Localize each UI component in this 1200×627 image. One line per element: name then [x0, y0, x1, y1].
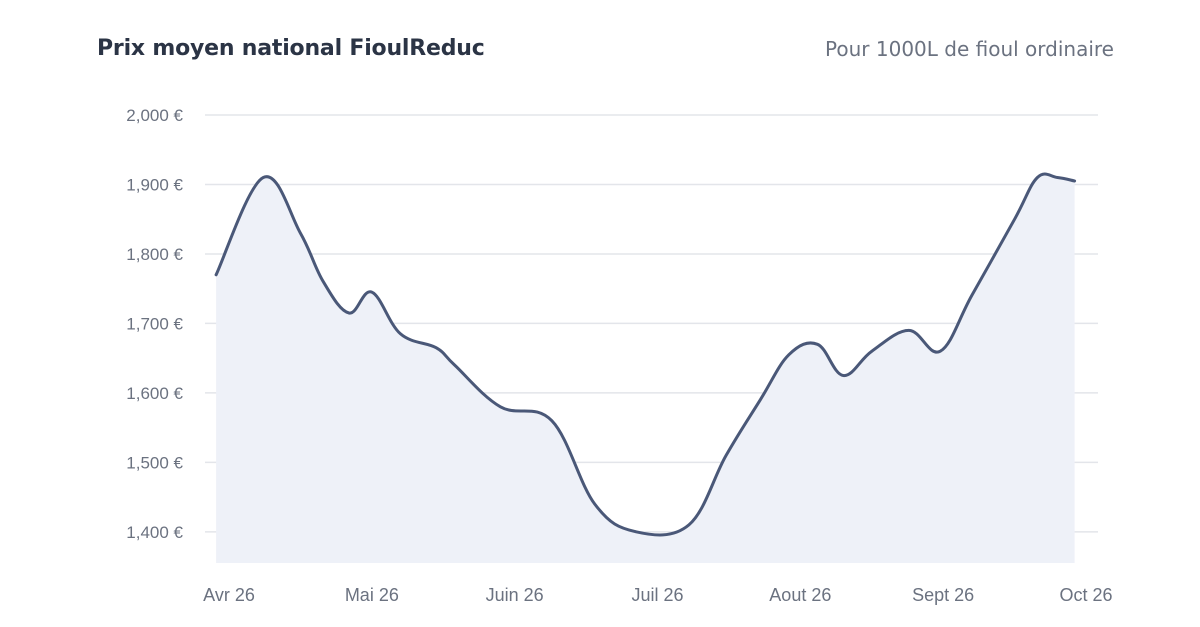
- y-tick-label: 1,800 €: [126, 245, 183, 264]
- y-axis: 2,000 € 1,900 € 1,800 € 1,700 € 1,600 € 1,500…: [126, 106, 183, 542]
- x-tick-label: Juil 26: [631, 585, 683, 605]
- series-area: [216, 174, 1075, 563]
- y-tick-label: 1,600 €: [126, 384, 183, 403]
- y-tick-label: 1,400 €: [126, 523, 183, 542]
- y-tick-label: 2,000 €: [126, 106, 183, 125]
- y-tick-label: 1,500 €: [126, 453, 183, 472]
- chart-title: Prix moyen national FioulReduc: [97, 36, 485, 61]
- x-tick-label: Avr 26: [203, 585, 255, 605]
- x-tick-label: Sept 26: [912, 585, 974, 605]
- y-tick-label: 1,700 €: [126, 314, 183, 333]
- chart-subtitle: Pour 1000L de fioul ordinaire: [825, 37, 1114, 61]
- x-tick-label: Mai 26: [345, 585, 399, 605]
- x-tick-label: Juin 26: [486, 585, 544, 605]
- series-line: [214, 172, 1077, 537]
- x-axis: Avr 26 Mai 26 Juin 26 Juil 26 Aout 26 Sept 26…: [203, 585, 1112, 605]
- x-tick-label: Aout 26: [769, 585, 831, 605]
- y-tick-label: 1,900 €: [126, 175, 183, 194]
- x-tick-label: Oct 26: [1059, 585, 1112, 605]
- area-layer: [214, 172, 1077, 563]
